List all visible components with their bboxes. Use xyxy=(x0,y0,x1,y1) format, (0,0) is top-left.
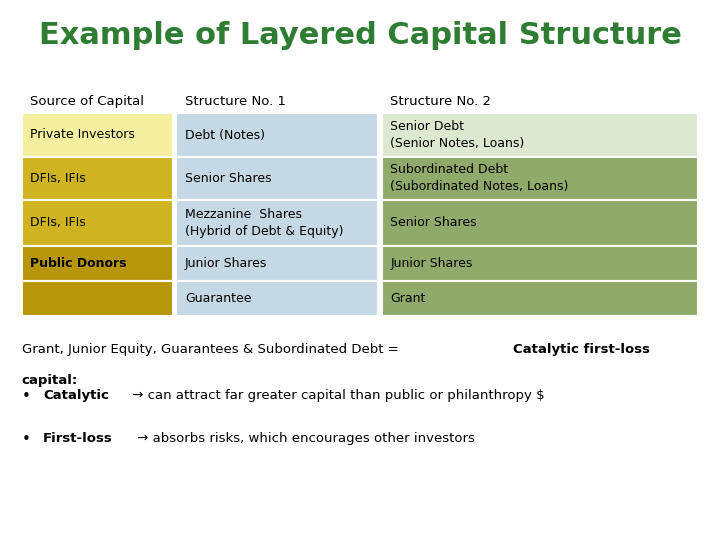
Bar xyxy=(22,281,173,316)
Text: Structure No. 1: Structure No. 1 xyxy=(185,94,286,108)
Bar xyxy=(22,113,173,157)
Text: •: • xyxy=(22,389,30,404)
Text: Subordinated Debt
(Subordinated Notes, Loans): Subordinated Debt (Subordinated Notes, L… xyxy=(390,164,569,193)
Text: Example of Layered Capital Structure: Example of Layered Capital Structure xyxy=(39,21,681,50)
Text: Senior Debt
(Senior Notes, Loans): Senior Debt (Senior Notes, Loans) xyxy=(390,120,524,150)
Bar xyxy=(176,281,378,316)
Bar xyxy=(176,246,378,281)
Text: Guarantee: Guarantee xyxy=(185,292,251,305)
Text: Debt (Notes): Debt (Notes) xyxy=(185,129,265,141)
Bar xyxy=(176,113,378,157)
Bar xyxy=(382,200,698,246)
Bar xyxy=(176,200,378,246)
Text: Grant, Junior Equity, Guarantees & Subordinated Debt =: Grant, Junior Equity, Guarantees & Subor… xyxy=(22,343,402,356)
Bar xyxy=(176,157,378,200)
Text: Junior Shares: Junior Shares xyxy=(390,256,472,270)
Text: Senior Shares: Senior Shares xyxy=(390,216,477,229)
Bar xyxy=(382,157,698,200)
Text: Catalytic: Catalytic xyxy=(43,389,109,402)
Text: Public Donors: Public Donors xyxy=(30,256,127,270)
Text: Grant: Grant xyxy=(390,292,426,305)
Text: Senior Shares: Senior Shares xyxy=(185,172,271,185)
Text: Mezzanine  Shares
(Hybrid of Debt & Equity): Mezzanine Shares (Hybrid of Debt & Equit… xyxy=(185,208,343,238)
Bar xyxy=(22,157,173,200)
Text: DFIs, IFIs: DFIs, IFIs xyxy=(30,216,86,229)
Bar xyxy=(382,113,698,157)
Bar xyxy=(382,281,698,316)
Text: DFIs, IFIs: DFIs, IFIs xyxy=(30,172,86,185)
Text: First-loss: First-loss xyxy=(43,432,113,445)
Text: Private Investors: Private Investors xyxy=(30,129,135,141)
Bar xyxy=(382,246,698,281)
Text: → absorbs risks, which encourages other investors: → absorbs risks, which encourages other … xyxy=(133,432,475,445)
Text: Catalytic first-loss: Catalytic first-loss xyxy=(513,343,650,356)
Text: •: • xyxy=(22,432,30,447)
Text: → can attract far greater capital than public or philanthropy $: → can attract far greater capital than p… xyxy=(128,389,545,402)
Bar xyxy=(22,200,173,246)
Bar xyxy=(22,246,173,281)
Text: Source of Capital: Source of Capital xyxy=(30,94,144,108)
Text: capital:: capital: xyxy=(22,374,78,387)
Text: Structure No. 2: Structure No. 2 xyxy=(390,94,491,108)
Text: Junior Shares: Junior Shares xyxy=(185,256,267,270)
